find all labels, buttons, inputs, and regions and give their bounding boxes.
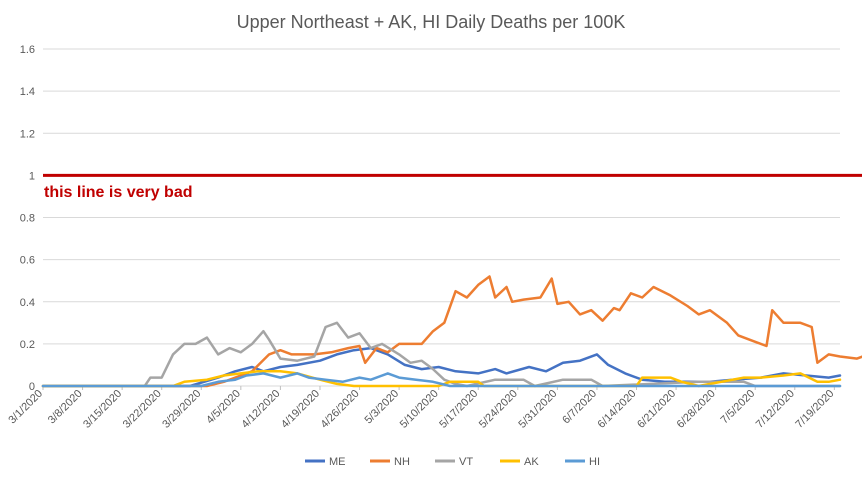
chart-title: Upper Northeast + AK, HI Daily Deaths pe…	[237, 12, 626, 32]
y-tick-label: 1.4	[20, 86, 35, 98]
y-tick-label: 1.2	[20, 128, 35, 140]
y-tick-label: 0.8	[20, 213, 35, 225]
y-tick-label: 0	[29, 381, 35, 393]
y-tick-label: 0.2	[20, 339, 35, 351]
legend-label-nh: NH	[394, 456, 410, 468]
series-line-ak	[41, 370, 842, 388]
y-tick-label: 0.4	[20, 297, 35, 309]
legend-label-vt: VT	[459, 456, 473, 468]
series-line-nh	[41, 275, 862, 388]
legend-label-ak: AK	[524, 456, 539, 468]
y-axis-ticks: 0 0.2 0.4 0.6 0.8 1 1.2 1.4 1.6	[20, 44, 35, 393]
y-tick-label: 0.6	[20, 255, 35, 267]
y-tick-label: 1	[29, 170, 35, 182]
legend-label-me: ME	[329, 456, 346, 468]
y-tick-label: 1.6	[20, 44, 35, 56]
series-lines	[41, 275, 862, 388]
reference-line-label: this line is very bad	[44, 184, 193, 201]
series-line-vt	[41, 321, 842, 388]
series-line-hi	[41, 372, 842, 388]
legend-label-hi: HI	[589, 456, 600, 468]
legend: ME NH VT AK HI	[305, 456, 600, 468]
